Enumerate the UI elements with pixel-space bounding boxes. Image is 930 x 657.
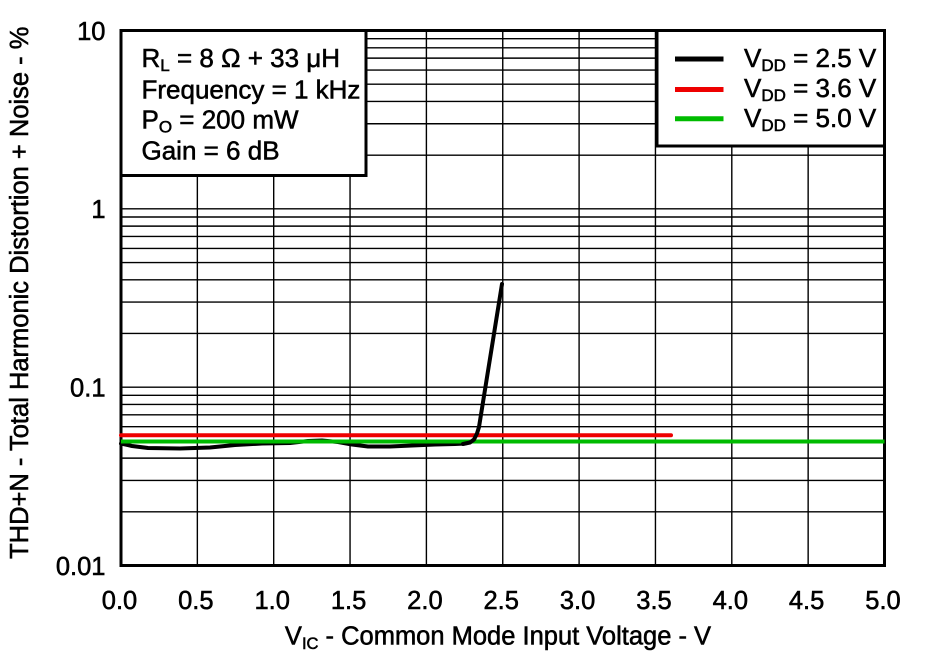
svg-text:1: 1 [91, 196, 105, 224]
svg-text:RL = 8 Ω + 33 μH: RL = 8 Ω + 33 μH [142, 43, 341, 75]
svg-text:10: 10 [77, 18, 105, 46]
svg-text:THD+N - Total Harmonic Distort: THD+N - Total Harmonic Distortion + Nois… [6, 27, 34, 559]
svg-text:2.0: 2.0 [407, 587, 442, 615]
svg-text:VIC - Common Mode Input Voltag: VIC - Common Mode Input Voltage - V [285, 623, 711, 654]
svg-text:Gain = 6 dB: Gain = 6 dB [142, 136, 280, 166]
svg-text:5.0: 5.0 [865, 587, 900, 615]
svg-text:0.5: 0.5 [178, 587, 213, 615]
svg-text:4.5: 4.5 [789, 587, 824, 615]
svg-text:3.0: 3.0 [560, 587, 595, 615]
svg-text:VDD = 5.0 V: VDD = 5.0 V [744, 103, 877, 135]
svg-text:0.1: 0.1 [70, 375, 105, 403]
svg-text:Frequency = 1 kHz: Frequency = 1 kHz [142, 74, 361, 104]
svg-text:0.01: 0.01 [56, 553, 106, 581]
svg-text:3.5: 3.5 [636, 587, 671, 615]
svg-text:VDD = 2.5 V: VDD = 2.5 V [744, 43, 877, 75]
svg-text:1.5: 1.5 [331, 587, 366, 615]
svg-text:0.0: 0.0 [102, 587, 137, 615]
svg-text:2.5: 2.5 [483, 587, 518, 615]
svg-text:4.0: 4.0 [713, 587, 748, 615]
svg-text:1.0: 1.0 [254, 587, 289, 615]
